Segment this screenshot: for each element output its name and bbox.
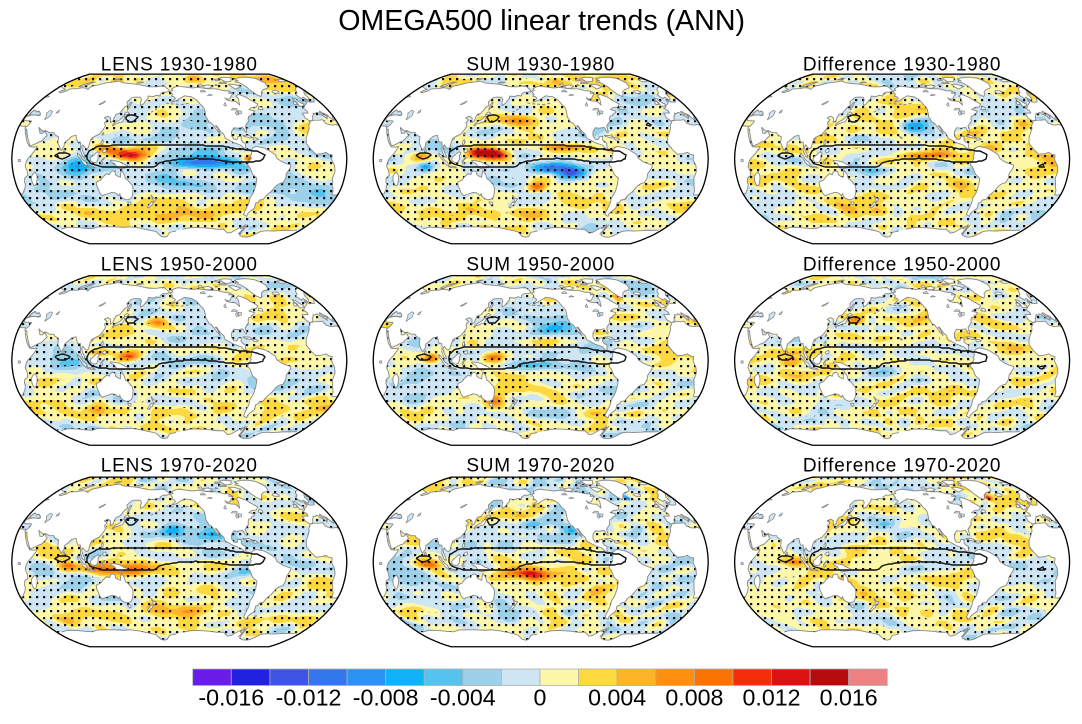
svg-text:0.016: 0.016 [820,685,878,711]
svg-text:Difference 1950-2000: Difference 1950-2000 [803,254,1001,275]
svg-text:LENS 1930-1980: LENS 1930-1980 [101,55,258,76]
svg-text:SUM 1950-2000: SUM 1950-2000 [466,254,615,275]
svg-text:OMEGA500 linear trends (ANN): OMEGA500 linear trends (ANN) [338,5,745,37]
svg-text:0.004: 0.004 [588,685,646,711]
svg-text:SUM 1930-1980: SUM 1930-1980 [466,55,615,76]
svg-text:LENS 1950-2000: LENS 1950-2000 [101,254,258,275]
svg-text:-0.012: -0.012 [276,685,342,711]
svg-text:0.012: 0.012 [742,685,800,711]
svg-text:0: 0 [534,685,547,711]
svg-text:Difference 1970-2020: Difference 1970-2020 [803,456,1001,477]
svg-text:-0.004: -0.004 [430,685,496,711]
svg-text:0.008: 0.008 [665,685,723,711]
svg-text:Difference 1930-1980: Difference 1930-1980 [803,55,1001,76]
svg-text:-0.016: -0.016 [198,685,264,711]
svg-text:SUM 1970-2020: SUM 1970-2020 [466,456,615,477]
svg-text:-0.008: -0.008 [353,685,419,711]
svg-text:LENS 1970-2020: LENS 1970-2020 [101,456,258,477]
